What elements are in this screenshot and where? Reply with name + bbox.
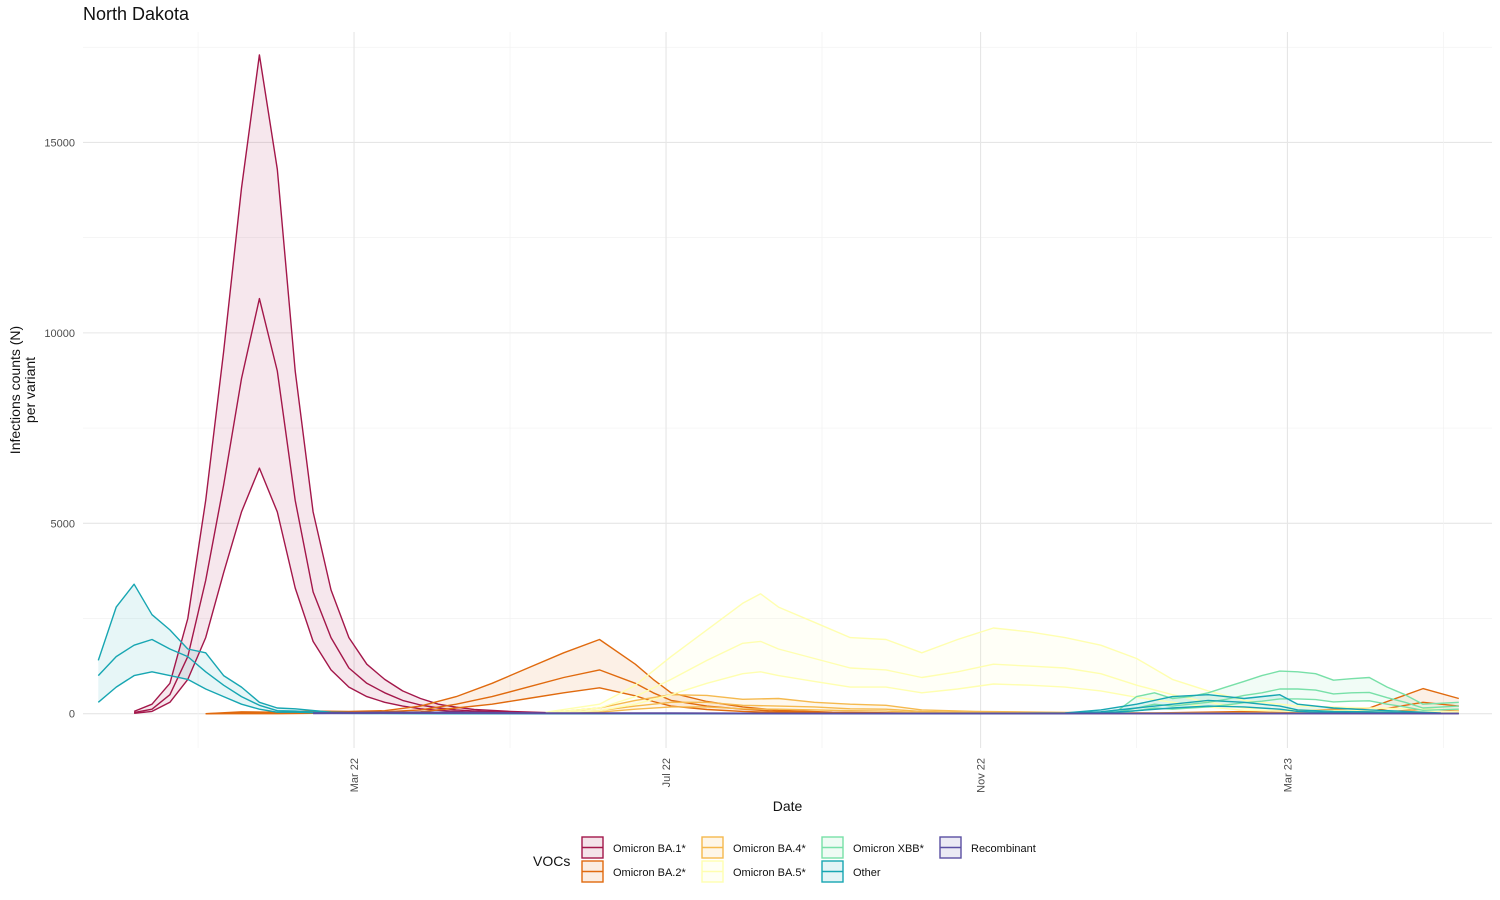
legend-label-2: Omicron BA.4* (733, 843, 806, 855)
y-axis-title: Infections counts (N) (7, 326, 23, 454)
series-line-layer (97, 54, 1459, 715)
series-line-3-hi (545, 593, 1459, 713)
legend-label-0: Omicron BA.1* (613, 843, 686, 855)
x-tick-label: Mar 23 (1282, 758, 1294, 792)
grid-layer (83, 32, 1492, 748)
legend: VOCs Omicron BA.1* Omicron BA.2* Omicron BA… (533, 836, 1036, 883)
chart-title: North Dakota (83, 4, 190, 24)
ribbon-3 (545, 593, 1459, 714)
legend-label-6: Recombinant (971, 843, 1036, 855)
legend-title: VOCs (533, 853, 570, 869)
ribbon-layer (98, 54, 1459, 714)
y-tick-label: 0 (69, 709, 75, 721)
y-tick-label: 15000 (44, 137, 75, 149)
x-tick-label: Nov 22 (976, 758, 988, 793)
series-line-3-mid (545, 640, 1459, 714)
legend-label-5: Other (853, 867, 881, 879)
series-line-4-hi (1064, 670, 1459, 714)
x-tick-label: Mar 22 (349, 758, 361, 792)
y-axis-title: per variant (22, 357, 38, 423)
legend-label-3: Omicron BA.5* (733, 867, 806, 879)
x-tick-label: Jul 22 (661, 758, 673, 787)
series-line-3-lo (545, 671, 1459, 714)
legend-label-4: Omicron XBB* (853, 843, 925, 855)
y-tick-label: 10000 (44, 328, 75, 340)
axis-layer: 0 5000 10000 15000 Mar 22 Jul 22 Nov 22 Mar 23 D… (7, 137, 1294, 814)
legend-label-1: Omicron BA.2* (613, 867, 686, 879)
ribbon-1 (205, 639, 1459, 714)
x-axis-title: Date (773, 798, 803, 814)
y-tick-label: 5000 (51, 518, 75, 530)
ribbon-0 (134, 54, 904, 714)
series-line-6-hi (313, 711, 1459, 714)
